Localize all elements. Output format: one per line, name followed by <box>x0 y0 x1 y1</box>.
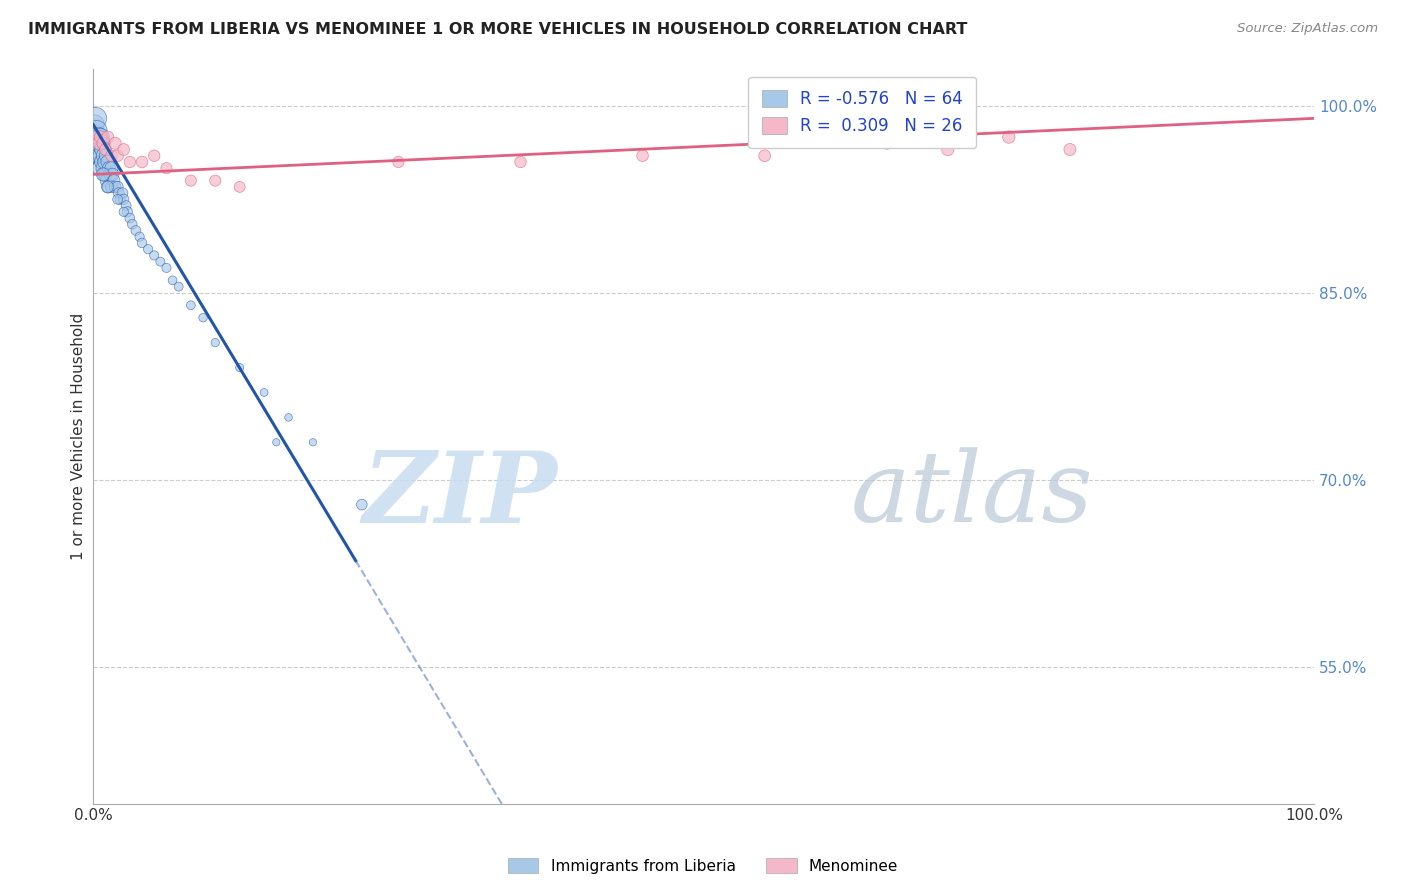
Point <box>91 168 114 182</box>
Point <box>94 155 117 169</box>
Point <box>107 180 129 194</box>
Point <box>143 248 166 262</box>
Point <box>387 155 409 169</box>
Point <box>112 204 135 219</box>
Point <box>131 155 153 169</box>
Point <box>91 143 114 157</box>
Point <box>101 168 124 182</box>
Point <box>128 229 150 244</box>
Point <box>112 143 135 157</box>
Point <box>83 130 105 145</box>
Point <box>97 130 120 145</box>
Point <box>89 149 111 163</box>
Point <box>143 149 166 163</box>
Point <box>814 130 837 145</box>
Legend: R = -0.576   N = 64, R =  0.309   N = 26: R = -0.576 N = 64, R = 0.309 N = 26 <box>748 77 976 148</box>
Point <box>112 192 135 206</box>
Point <box>104 180 127 194</box>
Point <box>97 180 120 194</box>
Point <box>117 204 139 219</box>
Text: ZIP: ZIP <box>363 447 557 543</box>
Point <box>90 155 112 169</box>
Point <box>91 161 114 176</box>
Point <box>100 149 122 163</box>
Point <box>509 155 531 169</box>
Point <box>86 149 108 163</box>
Point <box>118 155 141 169</box>
Point <box>350 498 373 512</box>
Point <box>180 174 202 188</box>
Point <box>94 143 117 157</box>
Point <box>876 136 898 151</box>
Point <box>96 149 118 163</box>
Point <box>86 124 108 138</box>
Point <box>191 310 214 325</box>
Legend: Immigrants from Liberia, Menominee: Immigrants from Liberia, Menominee <box>502 852 904 880</box>
Point <box>180 298 202 312</box>
Point <box>94 168 117 182</box>
Point <box>87 143 110 157</box>
Point <box>108 192 131 206</box>
Point <box>228 180 250 194</box>
Point <box>631 149 654 163</box>
Text: Source: ZipAtlas.com: Source: ZipAtlas.com <box>1237 22 1378 36</box>
Point <box>100 180 122 194</box>
Point <box>253 385 276 400</box>
Point <box>87 130 110 145</box>
Point <box>204 335 226 350</box>
Point <box>302 435 325 450</box>
Point <box>136 242 159 256</box>
Point <box>149 254 172 268</box>
Point <box>754 149 776 163</box>
Point <box>277 410 299 425</box>
Point <box>89 136 111 151</box>
Point <box>96 174 118 188</box>
Point <box>162 273 184 287</box>
Point <box>91 136 114 151</box>
Point <box>131 235 153 250</box>
Point <box>936 143 959 157</box>
Point <box>125 223 148 237</box>
Point <box>266 435 288 450</box>
Point <box>86 136 108 151</box>
Point <box>167 279 190 293</box>
Point <box>103 174 125 188</box>
Point <box>84 136 107 151</box>
Point <box>84 130 107 145</box>
Point <box>1059 143 1081 157</box>
Point <box>84 112 107 126</box>
Text: IMMIGRANTS FROM LIBERIA VS MENOMINEE 1 OR MORE VEHICLES IN HOUSEHOLD CORRELATION: IMMIGRANTS FROM LIBERIA VS MENOMINEE 1 O… <box>28 22 967 37</box>
Point <box>108 186 131 200</box>
Point <box>89 130 111 145</box>
Point <box>98 168 121 182</box>
Point <box>204 174 226 188</box>
Point <box>107 192 129 206</box>
Point <box>89 149 111 163</box>
Y-axis label: 1 or more Vehicles in Household: 1 or more Vehicles in Household <box>72 312 86 559</box>
Point <box>111 186 134 200</box>
Text: atlas: atlas <box>851 447 1092 542</box>
Point <box>90 136 112 151</box>
Point <box>89 161 111 176</box>
Point <box>155 260 177 275</box>
Point <box>97 180 120 194</box>
Point <box>93 168 115 182</box>
Point <box>89 130 111 145</box>
Point <box>100 161 122 176</box>
Point <box>93 149 115 163</box>
Point <box>83 118 105 132</box>
Point <box>155 161 177 176</box>
Point <box>107 149 129 163</box>
Point <box>121 217 143 231</box>
Point <box>87 136 110 151</box>
Point <box>228 360 250 375</box>
Point <box>104 136 127 151</box>
Point <box>97 155 120 169</box>
Point <box>998 130 1021 145</box>
Point <box>98 161 121 176</box>
Point <box>118 211 141 225</box>
Point <box>115 198 138 212</box>
